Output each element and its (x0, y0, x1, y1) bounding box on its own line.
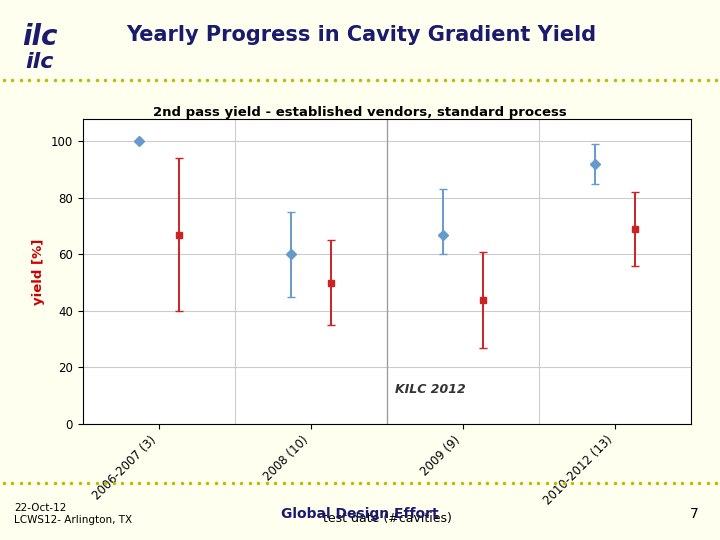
Text: 7: 7 (690, 507, 698, 521)
X-axis label: test date (#cavities): test date (#cavities) (323, 512, 451, 525)
Text: ilc: ilc (25, 52, 54, 72)
Text: Global Design Effort: Global Design Effort (282, 507, 438, 521)
Text: 22-Oct-12
LCWS12- Arlington, TX: 22-Oct-12 LCWS12- Arlington, TX (14, 503, 132, 525)
Text: KILC 2012: KILC 2012 (395, 383, 465, 396)
Text: Yearly Progress in Cavity Gradient Yield: Yearly Progress in Cavity Gradient Yield (126, 25, 596, 45)
Text: 2nd pass yield - established vendors, standard process: 2nd pass yield - established vendors, st… (153, 106, 567, 119)
Y-axis label: yield [%]: yield [%] (32, 238, 45, 305)
Text: >28 MV/m yield: >28 MV/m yield (232, 123, 326, 136)
Text: >35 MV/m yield: >35 MV/m yield (395, 123, 489, 136)
Text: ilc: ilc (22, 23, 58, 51)
